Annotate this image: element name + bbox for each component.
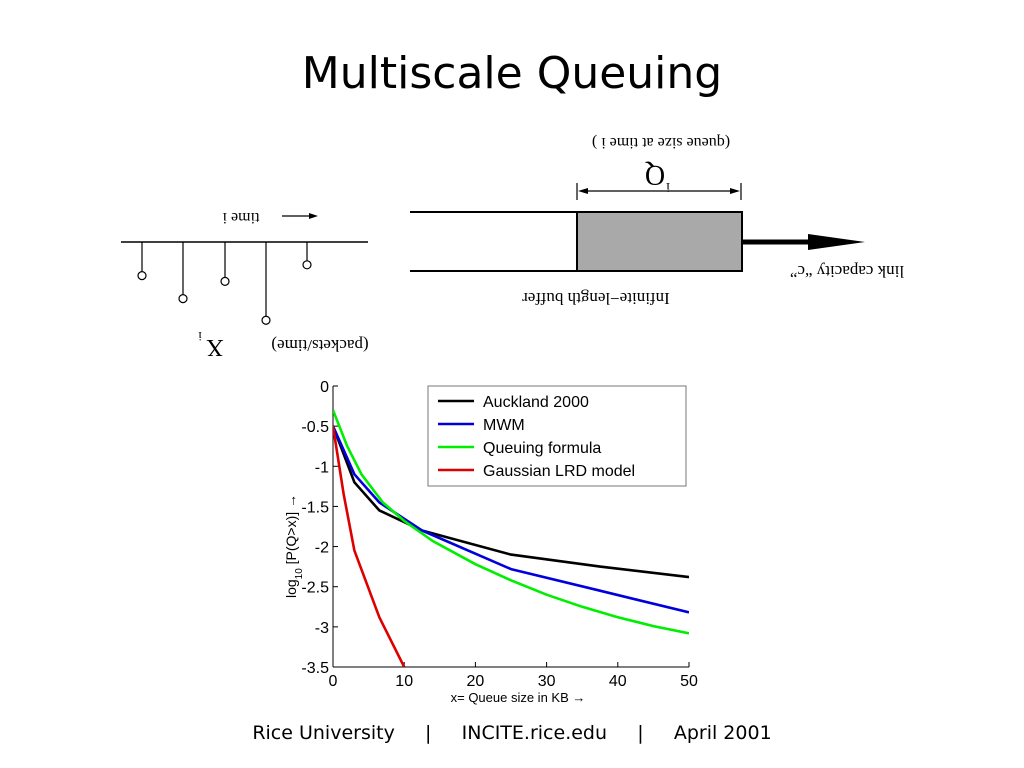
y-tick-label: -1: [315, 459, 329, 476]
queue-symbol: Q: [645, 159, 665, 190]
footer-site: INCITE.rice.edu: [461, 722, 608, 744]
chart-series: [333, 409, 689, 667]
legend-item: MWM: [438, 417, 525, 434]
legend-item: Auckland 2000: [438, 394, 589, 411]
y-tick-label: 0: [320, 379, 329, 396]
y-tick-label: -1.5: [301, 499, 329, 516]
legend-item: Queuing formula: [438, 440, 601, 457]
x-tick-label: 10: [395, 673, 413, 690]
arrival-samples: [137, 242, 312, 325]
arrival-sample: [302, 242, 312, 270]
output-link: link capacity “c”: [742, 234, 904, 281]
chart-legend: Auckland 2000 MWM Queuing formula Gaussian …: [427, 385, 687, 487]
time-label: time i: [222, 209, 259, 226]
arrivals-symbol: X: [206, 334, 223, 360]
footer-separator: |: [637, 722, 644, 744]
link-capacity-label: link capacity “c”: [790, 262, 904, 281]
slide-footer: Rice University | INCITE.rice.edu | Apri…: [0, 722, 1024, 744]
legend-label: Queuing formula: [483, 440, 601, 457]
arrivals-process: time i (packets/time) X i: [121, 209, 369, 360]
series-line-queuing-formula: [333, 409, 689, 635]
arrivals-superscript: i: [198, 329, 202, 344]
series-line-gaussian-lrd-model: [333, 425, 406, 667]
arrival-sample: [178, 242, 188, 304]
x-axis-label: x= Queue size in KB →: [451, 690, 586, 705]
left-arrowhead-icon: [578, 188, 588, 194]
y-tick-label: -3.5: [301, 660, 329, 677]
legend-label: Gaussian LRD model: [483, 463, 635, 480]
time-arrow-icon: [282, 213, 318, 219]
legend-item: Gaussian LRD model: [438, 463, 635, 480]
arrival-sample: [220, 242, 230, 286]
y-tick-label: -3: [315, 620, 329, 637]
footer-separator: |: [425, 722, 432, 744]
output-arrow-icon: [808, 234, 865, 250]
legend-label: MWM: [483, 417, 525, 434]
arrival-sample: [137, 242, 147, 281]
x-tick-label: 50: [680, 673, 698, 690]
legend-label: Auckland 2000: [483, 394, 589, 411]
queue-superscript: i: [666, 179, 670, 194]
queue-size-label: (queue size at time i ): [592, 134, 730, 151]
queue-diagram: time i (packets/time) X i Infinite−lengt…: [121, 134, 904, 360]
buffer-label: Infinite−length buffer: [522, 289, 670, 308]
arrivals-label: (packets/time): [271, 336, 368, 355]
y-tick-label: -0.5: [301, 419, 329, 436]
buffer: Infinite−length buffer: [410, 211, 743, 308]
tail-probability-chart: 0-0.5-1-1.5-2-2.5-3-3.50 10 20 30 40 50 Auckl…: [283, 379, 698, 705]
queue-size-indicator: Q i (queue size at time i ): [576, 134, 742, 200]
right-arrowhead-icon: [730, 188, 740, 194]
chart-axes: 0-0.5-1-1.5-2-2.5-3-3.50 10 20 30 40 50: [301, 379, 698, 690]
x-tick-label: 20: [467, 673, 485, 690]
slide-title: Multiscale Queuing: [301, 48, 723, 99]
y-tick-label: -2: [315, 540, 329, 557]
arrival-sample: [261, 242, 271, 325]
series-line-auckland-2000: [333, 425, 689, 579]
y-tick-label: -2.5: [301, 580, 329, 597]
footer-date: April 2001: [673, 722, 772, 744]
buffer-occupied-region: [576, 211, 743, 272]
x-tick-label: 0: [329, 673, 338, 690]
footer-org: Rice University: [252, 722, 395, 744]
x-tick-label: 30: [538, 673, 556, 690]
x-tick-label: 40: [609, 673, 627, 690]
